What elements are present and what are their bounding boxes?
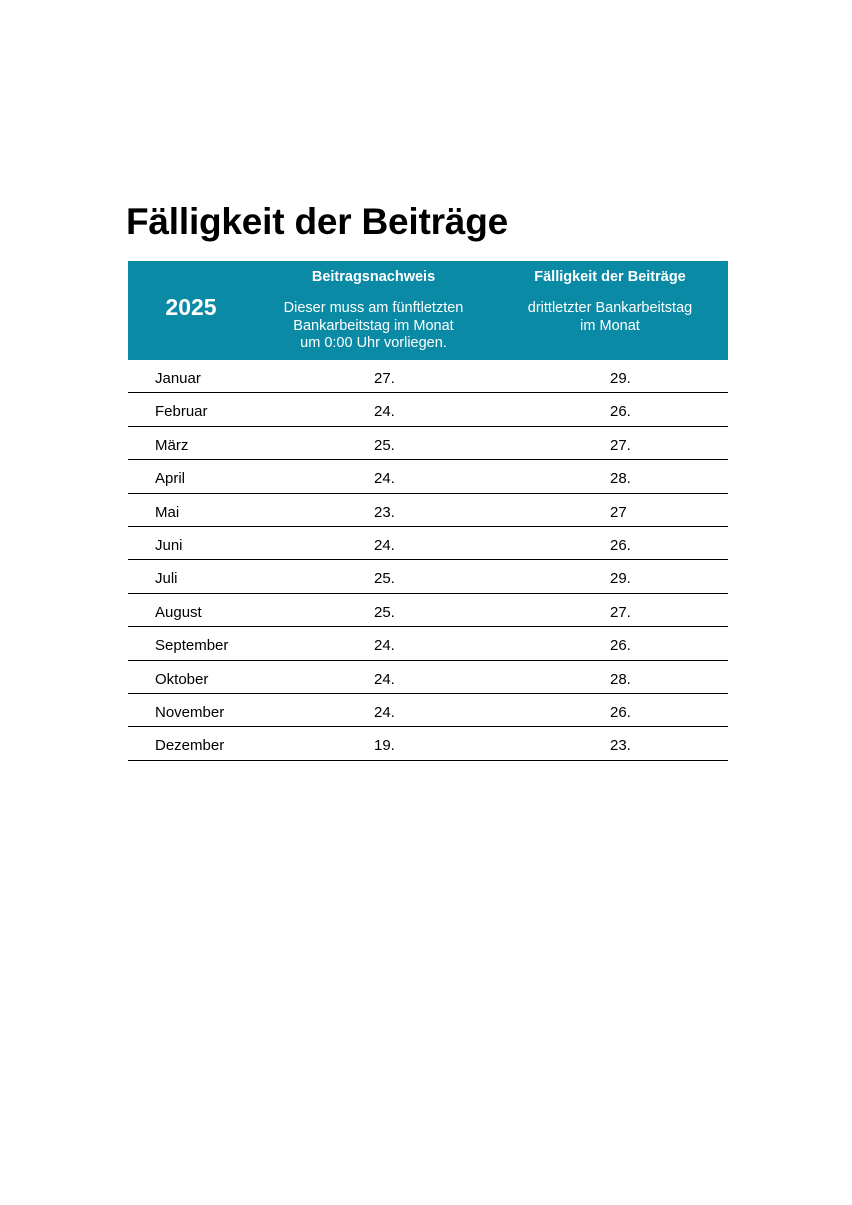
month-cell: Dezember: [155, 737, 225, 755]
column-header-beitragsnachweis: Beitragsnachweis Dieser muss am fünftlet…: [256, 261, 491, 353]
beitragsnachweis-cell: 24.: [374, 670, 395, 688]
table-row: September 24. 26.: [128, 627, 728, 661]
table-row: Dezember 19. 23.: [128, 727, 728, 761]
description-line: im Monat: [580, 317, 640, 334]
table-body: Januar 27. 29. Februar 24. 26. März 25. 27. April…: [128, 360, 728, 761]
table-row: Juni 24. 26.: [128, 527, 728, 561]
month-cell: November: [155, 703, 225, 721]
page-title: Fälligkeit der Beiträge: [126, 201, 508, 242]
due-dates-table: 2025 Beitragsnachweis Dieser muss am fün…: [128, 261, 728, 761]
beitragsnachweis-cell: 25.: [374, 436, 395, 454]
description-line: um 0:00 Uhr vorliegen.: [300, 335, 447, 351]
month-cell: Oktober: [155, 670, 209, 688]
faelligkeit-cell: 28.: [610, 670, 631, 688]
month-cell: April: [155, 470, 186, 488]
faelligkeit-cell: 29.: [610, 570, 631, 588]
description-line: Dieser muss am fünftletzten: [283, 300, 464, 316]
faelligkeit-cell: 26.: [610, 637, 631, 655]
description-line: Bankarbeitstag im Monat: [293, 317, 454, 334]
month-cell: Januar: [155, 370, 201, 387]
description-line: drittletzter Bankarbeitstag: [527, 300, 693, 316]
month-cell: Februar: [155, 403, 208, 421]
table-row: Februar 24. 26.: [128, 393, 728, 427]
table-row: November 24. 26.: [128, 694, 728, 728]
month-cell: März: [155, 436, 189, 454]
beitragsnachweis-cell: 27.: [374, 370, 395, 387]
beitragsnachweis-cell: 24.: [374, 403, 395, 421]
faelligkeit-cell: 23.: [610, 737, 631, 755]
beitragsnachweis-cell: 19.: [374, 737, 395, 755]
month-cell: August: [155, 603, 202, 621]
table-row: Juli 25. 29.: [128, 560, 728, 594]
beitragsnachweis-cell: 25.: [374, 570, 395, 588]
month-cell: Mai: [155, 503, 180, 521]
faelligkeit-cell: 28.: [610, 470, 631, 488]
column-heading: Fälligkeit der Beiträge: [534, 269, 686, 285]
table-header: 2025 Beitragsnachweis Dieser muss am fün…: [128, 261, 728, 360]
column-description: drittletzter Bankarbeitstag im Monat: [501, 300, 719, 335]
beitragsnachweis-cell: 23.: [374, 503, 395, 521]
year-label: 2025: [165, 294, 217, 320]
beitragsnachweis-cell: 24.: [374, 536, 395, 554]
faelligkeit-cell: 26.: [610, 536, 631, 554]
faelligkeit-cell: 27: [610, 503, 627, 521]
table-row: April 24. 28.: [128, 460, 728, 494]
table-row: August 25. 27.: [128, 594, 728, 628]
faelligkeit-cell: 27.: [610, 436, 631, 454]
month-cell: September: [155, 637, 229, 655]
month-cell: Juli: [155, 570, 178, 588]
faelligkeit-cell: 26.: [610, 703, 631, 721]
table-row: Januar 27. 29.: [128, 360, 728, 394]
table-row: Mai 23. 27: [128, 494, 728, 527]
beitragsnachweis-cell: 24.: [374, 470, 395, 488]
column-header-faelligkeit: Fälligkeit der Beiträge drittletzter Ban…: [501, 261, 719, 335]
column-heading: Beitragsnachweis: [311, 269, 436, 285]
beitragsnachweis-cell: 24.: [374, 637, 395, 655]
beitragsnachweis-cell: 24.: [374, 703, 395, 721]
table-row: Oktober 24. 28.: [128, 661, 728, 694]
faelligkeit-cell: 29.: [610, 370, 631, 387]
faelligkeit-cell: 27.: [610, 603, 631, 621]
month-cell: Juni: [155, 536, 183, 554]
table-row: März 25. 27.: [128, 427, 728, 461]
column-description: Dieser muss am fünftletzten Bankarbeitst…: [256, 300, 491, 353]
beitragsnachweis-cell: 25.: [374, 603, 395, 621]
faelligkeit-cell: 26.: [610, 403, 631, 421]
